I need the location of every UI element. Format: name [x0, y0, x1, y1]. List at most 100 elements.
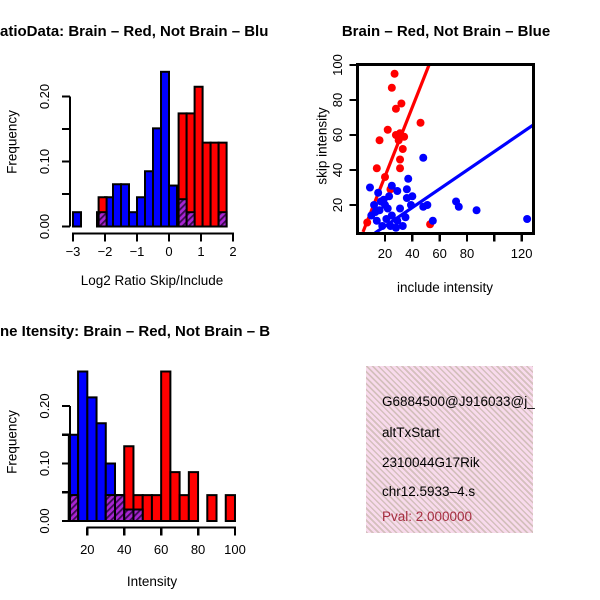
- hist2-y-axis-label: Frequency: [4, 410, 20, 474]
- scatter-point: [396, 164, 405, 173]
- scatter-point: [402, 185, 411, 194]
- gene-symbol-text: 2310044G17Rik: [382, 455, 480, 470]
- y-tick-label: 0.10: [37, 451, 52, 476]
- hist-bar: [206, 494, 218, 522]
- scatter-x-axis-label: include intensity: [396, 280, 494, 295]
- hist-overlap-bar: [123, 508, 135, 522]
- y-tick-label: 0.00: [37, 508, 52, 533]
- hist-overlap-bar: [217, 211, 228, 228]
- scatter-point: [376, 197, 385, 206]
- x-tick-label: 40: [117, 542, 131, 557]
- scatter-point: [419, 153, 428, 162]
- scatter-point: [393, 216, 402, 225]
- scatter-point: [394, 136, 403, 145]
- scatter-point: [393, 187, 402, 195]
- x-tick-label: 80: [460, 246, 474, 261]
- fit-line: [374, 123, 534, 234]
- hist-bar: [160, 370, 172, 522]
- scatter-point: [374, 188, 383, 197]
- hist-bar: [178, 494, 190, 522]
- scatter-point: [378, 222, 387, 230]
- scatter-point: [402, 194, 411, 202]
- pval-text: Pval: 2.000000: [382, 509, 473, 524]
- scatter-point: [396, 204, 405, 213]
- scatter-point: [391, 223, 400, 232]
- scatter-point: [406, 201, 415, 209]
- hist-bar: [187, 471, 200, 522]
- x-tick-label: 2: [229, 244, 236, 259]
- hist-bar: [128, 211, 138, 228]
- hist-bar: [141, 494, 153, 522]
- y-tick-label: 80: [330, 93, 345, 107]
- scatter-point: [401, 213, 410, 222]
- scatter-point: [387, 181, 396, 190]
- hist-overlap-bar: [114, 494, 126, 522]
- y-tick-label: 40: [330, 163, 345, 177]
- scatter-title: Brain – Red, Not Brain – Blue: [341, 23, 551, 40]
- hist-overlap-bar: [132, 508, 144, 522]
- hist1-y-axis-label: Frequency: [4, 110, 20, 174]
- scatter-point: [404, 174, 413, 183]
- hist-bar: [86, 396, 98, 522]
- scatter-point: [523, 215, 532, 223]
- hist2-x-axis-label: Intensity: [126, 574, 178, 589]
- hist-overlap-bar: [185, 211, 196, 228]
- gene-info-box: G6884500@J916033@j_ altTxStart 2310044G1…: [366, 366, 535, 533]
- scatter-y-axis-label: skip intensity: [314, 107, 330, 185]
- hist-bar: [160, 70, 170, 228]
- scatter-point: [385, 192, 394, 201]
- scatter-point: [398, 145, 407, 153]
- hist-bar: [201, 141, 212, 228]
- scatter-point: [454, 202, 463, 211]
- hist-bar: [150, 494, 163, 522]
- hist-bar: [77, 370, 89, 522]
- scatter-point: [370, 201, 379, 209]
- scatter-point: [371, 208, 380, 216]
- hist-bar: [144, 170, 154, 228]
- scatter-point: [365, 183, 374, 192]
- scatter-point: [381, 173, 389, 181]
- hist-bar: [95, 422, 107, 522]
- hist-bar: [224, 494, 236, 522]
- x-tick-label: 60: [154, 542, 168, 557]
- hist1-x-axis-label: Log2 Ratio Skip/Include: [80, 273, 224, 288]
- x-tick-label: −1: [130, 244, 145, 259]
- scatter-points-group: [361, 64, 534, 234]
- scatter-point: [387, 83, 396, 92]
- y-tick-label: 0.00: [37, 214, 52, 239]
- x-tick-label: −3: [66, 244, 81, 259]
- x-tick-label: 0: [165, 244, 172, 259]
- hist-overlap-bar: [104, 494, 117, 522]
- scatter-point: [383, 125, 392, 134]
- x-tick-label: 20: [80, 542, 94, 557]
- hist-bar: [193, 85, 204, 228]
- y-tick-label: 0.20: [37, 84, 52, 109]
- event-type-text: altTxStart: [382, 425, 440, 440]
- hist-bar: [168, 184, 178, 228]
- y-tick-label: 20: [330, 198, 345, 212]
- hist-bar: [185, 112, 196, 228]
- scatter-point: [382, 215, 391, 223]
- scatter-point: [397, 99, 406, 108]
- scatter-point: [396, 155, 405, 164]
- hist-bar: [169, 471, 181, 522]
- scatter-point: [375, 136, 384, 145]
- hist-bar: [72, 211, 82, 228]
- hist1-title: atioData: Brain – Red, Not Brain – Blu: [0, 23, 269, 40]
- y-tick-label: 0.20: [37, 393, 52, 418]
- scatter-point: [363, 218, 372, 227]
- x-tick-label: 60: [432, 246, 446, 261]
- gene-id-text: G6884500@J916033@j_: [382, 394, 535, 409]
- hist-overlap-bar: [97, 211, 108, 228]
- scatter-point: [472, 206, 481, 215]
- hist-bar: [120, 183, 130, 228]
- x-tick-label: 100: [224, 542, 246, 557]
- chromosome-text: chr12.5933–4.s: [382, 484, 476, 499]
- x-tick-label: −2: [98, 244, 113, 259]
- hist-bar: [136, 196, 146, 228]
- scatter-point: [419, 202, 428, 211]
- hist-bar: [209, 141, 220, 228]
- scatter-point: [428, 216, 437, 225]
